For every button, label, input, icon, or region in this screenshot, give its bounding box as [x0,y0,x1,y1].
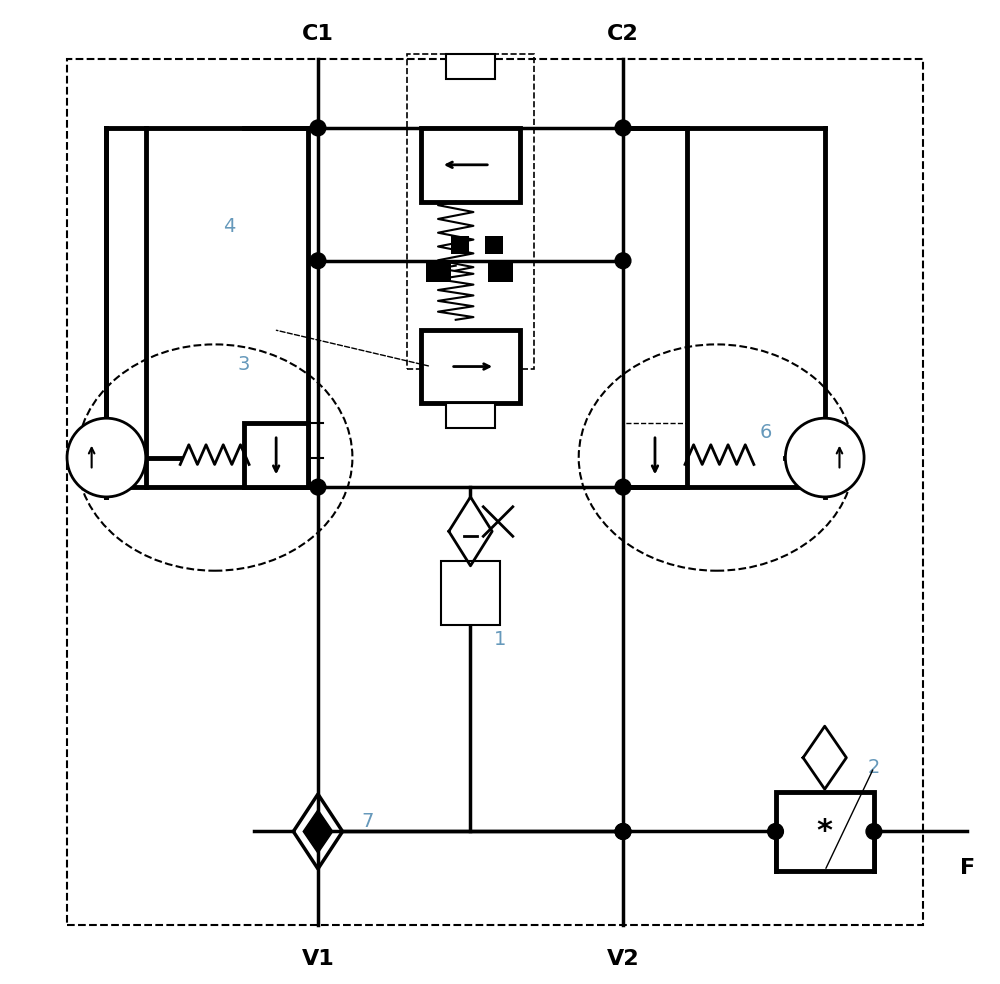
Bar [623,423,687,487]
Circle shape [615,479,631,495]
Bar [421,128,520,202]
Bar [441,561,500,625]
Circle shape [310,120,326,136]
Circle shape [615,120,631,136]
Text: 5: 5 [90,423,103,443]
Polygon shape [303,810,333,853]
Circle shape [615,824,631,839]
Bar [421,330,520,403]
Text: 6: 6 [759,423,772,443]
Text: *: * [817,817,833,846]
Text: C1: C1 [302,25,334,44]
Bar [446,403,495,428]
Bar [244,423,308,487]
Circle shape [67,418,146,497]
Text: F: F [960,858,975,878]
Text: V2: V2 [607,950,639,969]
Bar [488,261,513,282]
Circle shape [768,824,783,839]
Text: 1: 1 [494,630,506,649]
Circle shape [310,824,326,839]
Text: 3: 3 [238,354,250,374]
Circle shape [615,824,631,839]
Bar [446,54,495,79]
Text: V1: V1 [302,950,334,969]
Text: 4: 4 [223,216,236,236]
Circle shape [615,253,631,269]
Bar [485,236,503,254]
Bar [451,236,469,254]
Bar [407,54,534,369]
Text: C2: C2 [607,25,639,44]
Circle shape [310,479,326,495]
Bar [67,59,923,925]
Bar [776,792,874,871]
Circle shape [310,253,326,269]
Circle shape [866,824,882,839]
Text: 2: 2 [868,758,880,777]
Bar [426,261,451,282]
Text: 7: 7 [361,812,373,831]
Circle shape [785,418,864,497]
